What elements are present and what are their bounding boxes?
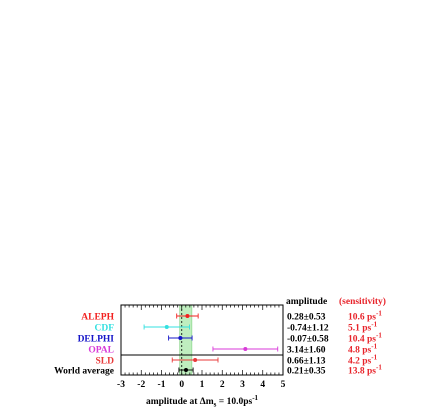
experiment-sld-label: SLD bbox=[96, 357, 115, 367]
header-amplitude: amplitude bbox=[286, 297, 327, 307]
x-tick-label: 1 bbox=[200, 380, 205, 390]
experiment-opal-label: OPAL bbox=[88, 346, 114, 356]
x-tick-label: 4 bbox=[260, 380, 265, 390]
x-axis-label: amplitude at Δms = 10.0ps-1 bbox=[146, 394, 259, 409]
x-tick-label: 5 bbox=[281, 380, 286, 390]
experiment-delphi-label: DELPHI bbox=[78, 335, 115, 345]
world-average-point bbox=[184, 368, 189, 372]
experiment-delphi-amplitude: -0.07±0.58 bbox=[287, 335, 329, 345]
frame-layer bbox=[120, 304, 284, 376]
experiment-sld-amplitude: 0.66±1.13 bbox=[287, 357, 326, 367]
world-average-label: World average bbox=[54, 367, 114, 377]
x-tick-label: 3 bbox=[240, 380, 245, 390]
experiment-cdf-point bbox=[164, 325, 169, 329]
experiment-sld-point bbox=[193, 358, 198, 362]
experiment-delphi-sensitivity: 10.4 ps-1 bbox=[348, 332, 382, 345]
experiment-cdf-amplitude: -0.74±1.12 bbox=[287, 324, 329, 334]
experiment-delphi-point bbox=[178, 336, 183, 340]
x-tick-label: 2 bbox=[220, 380, 225, 390]
experiment-opal-amplitude: 3.14±1.60 bbox=[287, 346, 326, 356]
x-tick-label: -2 bbox=[137, 380, 145, 390]
marks-layer bbox=[143, 313, 279, 373]
text-layer: -3 -2 -1 0 1 2 3 4 5 amplitude at Δms = 10.0ps-1 a… bbox=[54, 296, 386, 409]
plot-frame bbox=[120, 304, 284, 376]
experiment-cdf-label: CDF bbox=[94, 324, 114, 334]
experiment-aleph-point bbox=[185, 314, 190, 318]
experiment-aleph-sensitivity: 10.6 ps-1 bbox=[348, 310, 382, 323]
x-tick-label: -1 bbox=[158, 380, 166, 390]
experiment-opal-point bbox=[243, 347, 248, 351]
experiment-aleph-amplitude: 0.28±0.53 bbox=[287, 313, 326, 323]
experiment-aleph-label: ALEPH bbox=[81, 313, 114, 323]
world-average-sensitivity: 13.8 ps-1 bbox=[348, 364, 382, 377]
experiment-sld-sensitivity: 4.2 ps-1 bbox=[348, 354, 378, 367]
header-sensitivity: (sensitivity) bbox=[339, 296, 386, 307]
x-tick-label: 0 bbox=[179, 380, 184, 390]
experiment-cdf-sensitivity: 5.1 ps-1 bbox=[348, 321, 378, 334]
world-average-amplitude: 0.21±0.35 bbox=[287, 367, 326, 377]
experiment-opal-sensitivity: 4.8 ps-1 bbox=[348, 343, 378, 356]
x-tick-label: -3 bbox=[117, 380, 125, 390]
